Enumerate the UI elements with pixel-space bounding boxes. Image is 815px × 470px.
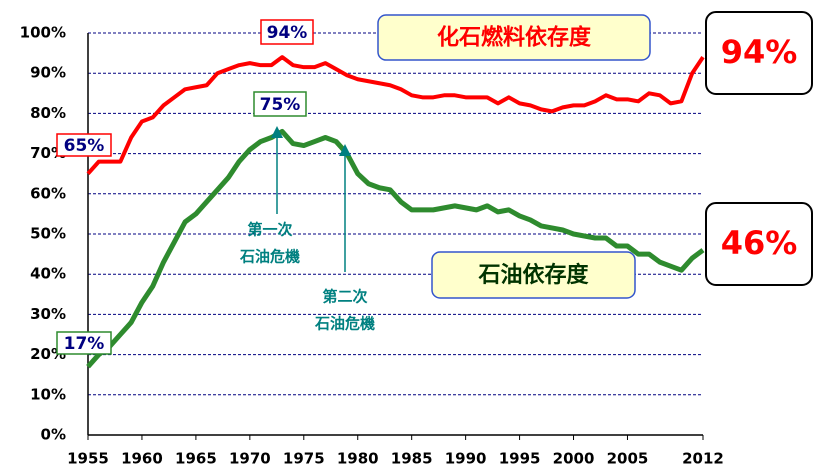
annotation: 46%	[721, 224, 798, 262]
annotation-box	[260, 19, 314, 45]
y-tick-label: 100%	[20, 24, 66, 42]
y-tick-label: 40%	[30, 265, 66, 283]
annotation-box	[705, 11, 813, 95]
y-tick-label: 50%	[30, 225, 66, 243]
y-tick-label: 90%	[30, 64, 66, 82]
series-line	[86, 55, 705, 176]
annotation: 94%	[721, 33, 798, 71]
y-tick-label: 10%	[30, 385, 66, 403]
series-name: 化石燃料依存度	[437, 25, 592, 51]
series-line	[86, 128, 705, 369]
crisis-label: 第一次	[247, 221, 292, 239]
x-tick-label: 2000	[553, 450, 595, 468]
annotation: 65%	[64, 136, 105, 156]
x-tick-label: 1995	[499, 450, 541, 468]
y-tick-label: 60%	[30, 184, 66, 202]
y-tick-label: 0%	[41, 426, 66, 444]
annotation-box	[56, 331, 112, 355]
x-tick-label: 1970	[229, 450, 271, 468]
x-tick-label: 1975	[283, 450, 325, 468]
annotation-box	[253, 91, 307, 117]
y-tick-label: 80%	[30, 104, 66, 122]
annotation: 94%	[267, 23, 308, 43]
x-tick-label: 2005	[607, 450, 649, 468]
series-name: 石油依存度	[477, 262, 589, 288]
x-tick-label: 1960	[121, 450, 163, 468]
x-tick-label: 1990	[445, 450, 487, 468]
crisis-label: 石油危機	[314, 315, 375, 333]
x-tick-label: 1965	[175, 450, 217, 468]
annotation-box	[56, 133, 112, 157]
annotation-box	[705, 202, 813, 286]
x-tick-label: 1985	[391, 450, 433, 468]
annotation: 75%	[260, 95, 301, 115]
y-tick-label: 30%	[30, 305, 66, 323]
series-name-box	[431, 251, 636, 299]
crisis-label: 石油危機	[239, 248, 300, 266]
crisis-label: 第二次	[322, 288, 367, 306]
x-tick-label: 1980	[337, 450, 379, 468]
x-tick-label: 2012	[682, 450, 724, 468]
series-name-box	[377, 14, 651, 61]
annotation: 17%	[64, 334, 105, 354]
x-tick-label: 1955	[67, 450, 109, 468]
